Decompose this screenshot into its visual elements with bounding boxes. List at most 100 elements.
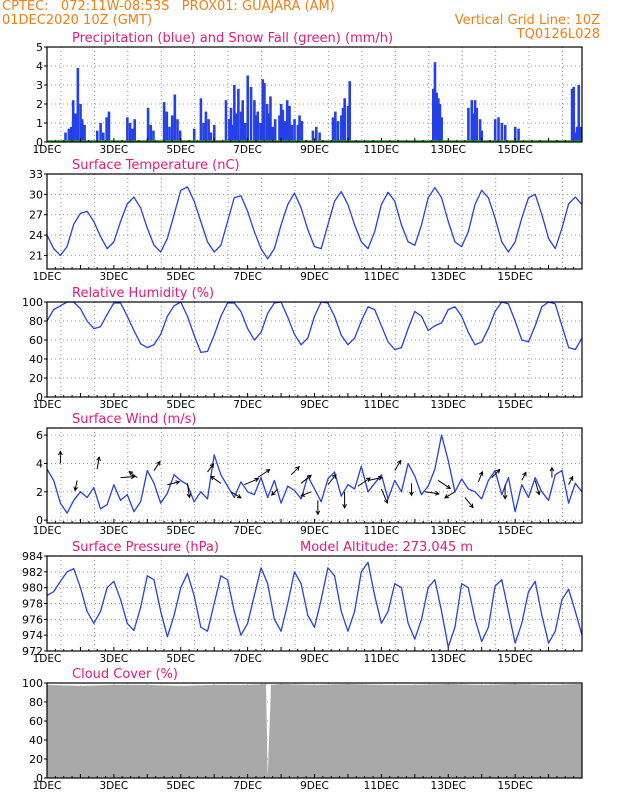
precip-bar: [126, 117, 129, 142]
series-point: [554, 248, 556, 250]
wind-vector-arrow: [300, 491, 312, 497]
series-point: [441, 197, 443, 199]
series-point: [427, 485, 429, 487]
y-tick-label: 40: [29, 734, 43, 747]
series-point: [220, 575, 222, 577]
series-point: [481, 189, 483, 191]
series-point: [501, 494, 503, 496]
series-point: [528, 341, 529, 343]
series-point: [561, 470, 563, 472]
precip-bar: [204, 111, 208, 142]
y-tick-label: 33: [29, 168, 43, 181]
series-point: [461, 315, 463, 317]
precip-bar: [500, 123, 504, 142]
series-point: [126, 315, 128, 317]
series-point: [561, 325, 563, 327]
x-tick-label: 1DEC: [33, 653, 62, 665]
wind-vector-arrow: [534, 480, 540, 495]
y-tick-label: 20: [29, 753, 43, 766]
cloud-cover-point: [414, 684, 416, 686]
series-point: [521, 217, 523, 219]
wind-vector-arrow: [464, 497, 474, 508]
series-point: [407, 462, 409, 464]
series-point: [106, 504, 108, 506]
precip-bar: [435, 92, 438, 142]
series-point: [394, 479, 396, 481]
series-point: [153, 344, 155, 346]
series-point: [247, 491, 249, 493]
series-point: [120, 499, 122, 501]
series-point: [327, 302, 329, 304]
y-tick-label: 60: [29, 334, 43, 347]
series-point: [494, 311, 496, 312]
series-point: [100, 235, 101, 237]
series-point: [354, 224, 356, 226]
series-point: [320, 248, 322, 250]
series-point: [507, 477, 509, 479]
series-point: [454, 306, 456, 308]
precip-bar: [105, 117, 108, 142]
series-point: [86, 496, 88, 498]
series-point: [247, 328, 249, 330]
series-point: [307, 337, 309, 339]
series-point: [293, 489, 295, 491]
series-point: [287, 603, 289, 604]
series-point: [367, 561, 369, 563]
precip-bar: [176, 119, 179, 142]
series-point: [53, 591, 55, 593]
series-point: [374, 309, 376, 311]
x-tick-label: 13DEC: [431, 271, 466, 283]
precip-bar: [579, 126, 582, 142]
x-tick-label: 3DEC: [100, 525, 129, 537]
x-tick-label: 5DEC: [166, 653, 195, 665]
series-point: [427, 197, 429, 199]
precip-bar: [497, 117, 500, 142]
wind-arrowhead: [478, 470, 484, 476]
series-point: [414, 638, 416, 640]
series-point: [273, 248, 275, 250]
series-point: [186, 572, 188, 574]
precip-bar: [67, 128, 71, 142]
precip-bar: [202, 123, 205, 142]
wind-arrowhead: [522, 471, 527, 477]
precip-bar: [336, 121, 340, 142]
cloud-cover-point: [347, 683, 349, 685]
series-point: [120, 599, 122, 601]
precip-bar: [228, 119, 231, 142]
precip-bar: [348, 81, 352, 142]
series-point: [260, 567, 262, 569]
precip-bar: [433, 62, 437, 143]
series-point: [514, 511, 516, 513]
y-tick-label: 21: [29, 249, 43, 262]
series-point: [434, 579, 436, 581]
wind-arrowhead: [383, 498, 389, 504]
series-point: [53, 309, 55, 311]
x-tick-label: 13DEC: [431, 653, 466, 665]
series-point: [340, 610, 342, 612]
panel-title: Surface Wind (m/s): [72, 412, 196, 427]
series-point: [354, 610, 356, 612]
series-point: [93, 487, 95, 489]
precip-bar: [249, 86, 253, 142]
series-point: [59, 305, 61, 307]
series-point: [86, 320, 88, 322]
wind-arrowhead: [378, 475, 384, 481]
series-point: [207, 241, 208, 243]
series-point: [213, 603, 215, 604]
x-tick-label: 11DEC: [364, 144, 399, 156]
precip-bar: [259, 123, 262, 142]
x-tick-label: 7DEC: [233, 144, 262, 156]
series-point: [220, 315, 222, 317]
series-point: [160, 333, 162, 335]
precip-bar: [575, 126, 579, 142]
series-point: [53, 248, 55, 250]
series-point: [186, 315, 188, 317]
panel-frame: [46, 427, 583, 524]
cloud-cover-point: [447, 683, 449, 685]
series-point: [100, 508, 101, 510]
wind-vector-arrow: [120, 476, 135, 479]
series-point: [307, 614, 309, 616]
series-point: [240, 311, 242, 312]
wind-vector-arrow: [290, 466, 300, 476]
wind-vector-arrow: [300, 474, 312, 484]
